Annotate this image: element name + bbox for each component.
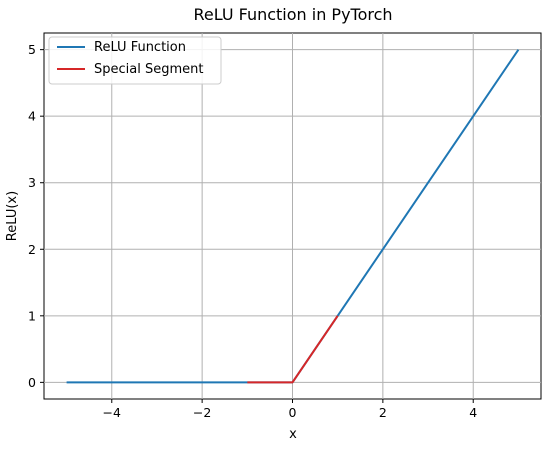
x-tick-label: 4 bbox=[469, 405, 477, 420]
legend-label-relu: ReLU Function bbox=[94, 40, 186, 55]
y-tick-label: 3 bbox=[28, 175, 36, 190]
legend: ReLU Function Special Segment bbox=[48, 36, 222, 85]
x-tick-label: −2 bbox=[193, 405, 211, 420]
y-tick-label: 1 bbox=[28, 308, 36, 323]
legend-label-special: Special Segment bbox=[94, 62, 203, 77]
series-lines bbox=[66, 49, 520, 384]
y-tick-label: 4 bbox=[28, 109, 36, 124]
legend-box bbox=[48, 36, 222, 85]
y-tick-label: 2 bbox=[28, 242, 36, 257]
grid-lines bbox=[44, 33, 541, 399]
x-tick-label: 0 bbox=[289, 405, 297, 420]
x-tick-label: −4 bbox=[103, 405, 121, 420]
x-axis-label: x bbox=[289, 427, 297, 442]
x-tick-label: 2 bbox=[379, 405, 387, 420]
y-tick-label: 0 bbox=[28, 375, 36, 390]
y-tick-label: 5 bbox=[28, 42, 36, 57]
axis-ticks: −4 −2 0 2 4 0 1 2 3 4 5 bbox=[28, 42, 477, 420]
series-line-special bbox=[247, 315, 339, 384]
chart-title: ReLU Function in PyTorch bbox=[193, 5, 392, 24]
y-axis-label: ReLU(x) bbox=[5, 191, 20, 241]
